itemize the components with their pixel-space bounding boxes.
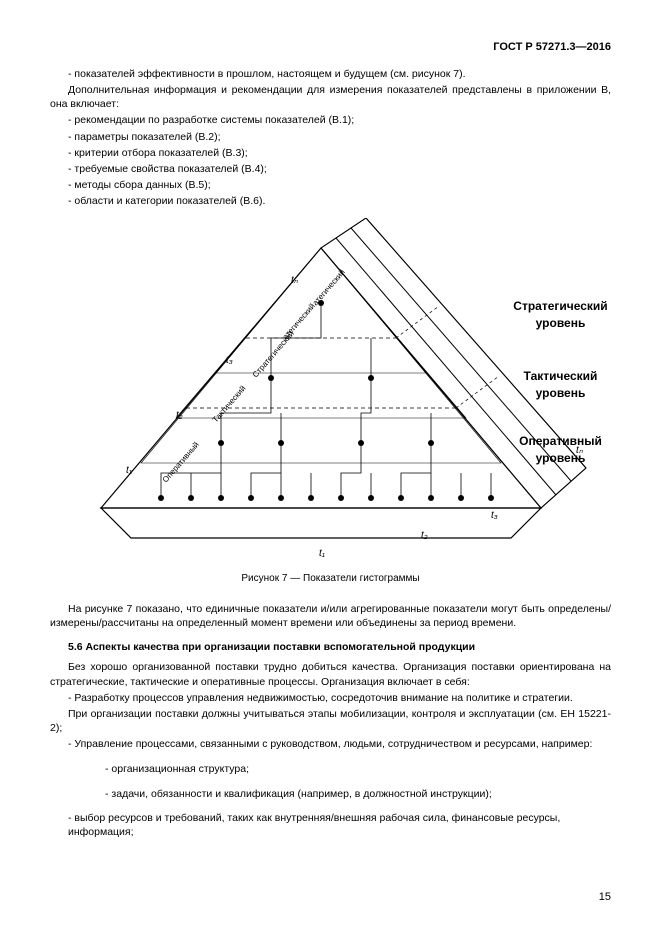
time-t2-left: t₂: [176, 410, 183, 421]
time-t3-left: t₃: [226, 355, 233, 366]
after-fig-p1: На рисунке 7 показано, что единичные пок…: [50, 602, 611, 630]
time-tn-left: tₙ: [291, 275, 299, 286]
time-t1-br: t₁: [319, 548, 325, 558]
doc-code-header: ГОСТ Р 57271.3—2016: [50, 40, 611, 55]
page-container: ГОСТ Р 57271.3—2016 - показателей эффект…: [0, 0, 661, 935]
figure-7: Оперативный Тактический Стратегический а…: [50, 218, 611, 558]
time-tn-br: tₙ: [576, 445, 584, 456]
s56-b2: - Управление процессами, связанными с ру…: [50, 737, 611, 751]
intro-line-2: Дополнительная информация и рекомендации…: [50, 83, 611, 111]
label-ateg2-diag: атегический: [310, 268, 346, 308]
bullet-top-5: - области и категории показателей (В.6).: [68, 194, 611, 208]
s56-p1: Без хорошо организованной поставки трудн…: [50, 660, 611, 688]
label-operational-diag: Оперативный: [160, 440, 200, 484]
time-t2-br: t₂: [421, 530, 428, 541]
section-5-6-heading: 5.6 Аспекты качества при организации пос…: [50, 640, 611, 654]
bullet-top-4: - методы сбора данных (В.5);: [68, 178, 611, 192]
label-ateg-diag: атегический: [280, 302, 316, 342]
s56-sub-2: - выбор ресурсов и требований, таких как…: [68, 811, 611, 839]
time-t3-br: t₃: [491, 510, 498, 521]
s56-sub-1: - задачи, обязанности и квалификация (на…: [105, 787, 611, 801]
time-t1-left: t₁: [126, 465, 132, 476]
s56-p2: При организации поставки должны учитыват…: [50, 707, 611, 735]
intro-line-1: - показателей эффективности в прошлом, н…: [50, 67, 611, 81]
figure-caption: Рисунок 7 — Показатели гистограммы: [50, 572, 611, 586]
pyramid-diagram-svg: Оперативный Тактический Стратегический а…: [71, 218, 591, 558]
s56-b1: - Разработку процессов управления недвиж…: [50, 691, 611, 705]
bullet-top-1: - параметры показателей (В.2);: [68, 130, 611, 144]
bullet-top-3: - требуемые свойства показателей (В.4);: [68, 162, 611, 176]
bullet-top-0: - рекомендации по разработке системы пок…: [68, 113, 611, 127]
bullet-top-2: - критерии отбора показателей (В.3);: [68, 146, 611, 160]
page-number: 15: [599, 890, 611, 905]
s56-sub-0: - организационная структура;: [105, 762, 611, 776]
